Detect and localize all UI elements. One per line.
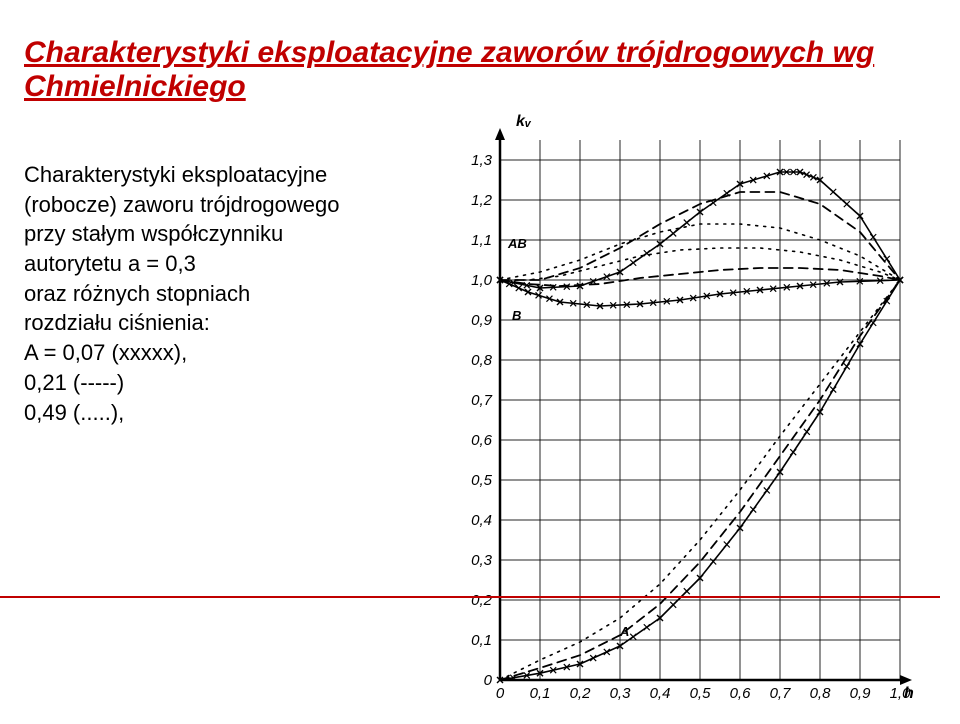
page-title: Charakterystyki eksploatacyjne zaworów t… bbox=[24, 36, 940, 104]
svg-text:B: B bbox=[512, 308, 521, 323]
svg-text:0,3: 0,3 bbox=[471, 552, 493, 569]
svg-text:0,4: 0,4 bbox=[650, 685, 671, 702]
svg-text:0,6: 0,6 bbox=[471, 432, 493, 449]
chart: 0 0,1 0,2 0,3 0,4 0,5 0,6 0,7 0,8 0,9 1,0 0 0,1 0,2 0,… bbox=[440, 100, 940, 710]
svg-text:0,5: 0,5 bbox=[471, 472, 493, 489]
svg-text:0,9: 0,9 bbox=[471, 312, 493, 329]
svg-text:1,3: 1,3 bbox=[471, 152, 493, 169]
svg-text:0,8: 0,8 bbox=[471, 352, 493, 369]
svg-text:h: h bbox=[904, 685, 914, 702]
desc-line: rozdziału ciśnienia: bbox=[24, 308, 424, 338]
svg-text:1,1: 1,1 bbox=[471, 232, 492, 249]
desc-line: 0,49 (.....), bbox=[24, 398, 424, 428]
svg-text:0,3: 0,3 bbox=[610, 685, 632, 702]
svg-text:0: 0 bbox=[496, 685, 505, 702]
desc-line: Charakterystyki eksploatacyjne bbox=[24, 160, 424, 190]
svg-text:kᵥ: kᵥ bbox=[516, 113, 532, 130]
svg-text:0,5: 0,5 bbox=[690, 685, 712, 702]
desc-line: A = 0,07 (xxxxx), bbox=[24, 338, 424, 368]
description-block: Charakterystyki eksploatacyjne (robocze)… bbox=[24, 160, 424, 427]
desc-line: 0,21 (-----) bbox=[24, 368, 424, 398]
svg-text:0,8: 0,8 bbox=[810, 685, 832, 702]
svg-text:1,2: 1,2 bbox=[471, 192, 493, 209]
desc-line: autorytetu a = 0,3 bbox=[24, 249, 424, 279]
svg-text:0,1: 0,1 bbox=[530, 685, 551, 702]
svg-text:AB: AB bbox=[507, 236, 527, 251]
svg-text:0,7: 0,7 bbox=[770, 685, 792, 702]
svg-text:A: A bbox=[619, 624, 629, 639]
svg-text:0,4: 0,4 bbox=[471, 512, 492, 529]
desc-line: oraz różnych stopniach bbox=[24, 279, 424, 309]
svg-text:0,6: 0,6 bbox=[730, 685, 752, 702]
svg-text:0,1: 0,1 bbox=[471, 632, 492, 649]
svg-text:0,2: 0,2 bbox=[570, 685, 592, 702]
desc-line: przy stałym współczynniku bbox=[24, 219, 424, 249]
horizontal-rule bbox=[0, 596, 940, 598]
svg-text:0,2: 0,2 bbox=[471, 592, 493, 609]
svg-text:0: 0 bbox=[484, 672, 493, 689]
svg-text:1,0: 1,0 bbox=[471, 272, 493, 289]
svg-text:0,9: 0,9 bbox=[850, 685, 872, 702]
desc-line: (robocze) zaworu trójdrogowego bbox=[24, 190, 424, 220]
chart-svg: 0 0,1 0,2 0,3 0,4 0,5 0,6 0,7 0,8 0,9 1,0 0 0,1 0,2 0,… bbox=[440, 100, 940, 710]
svg-text:0,7: 0,7 bbox=[471, 392, 493, 409]
